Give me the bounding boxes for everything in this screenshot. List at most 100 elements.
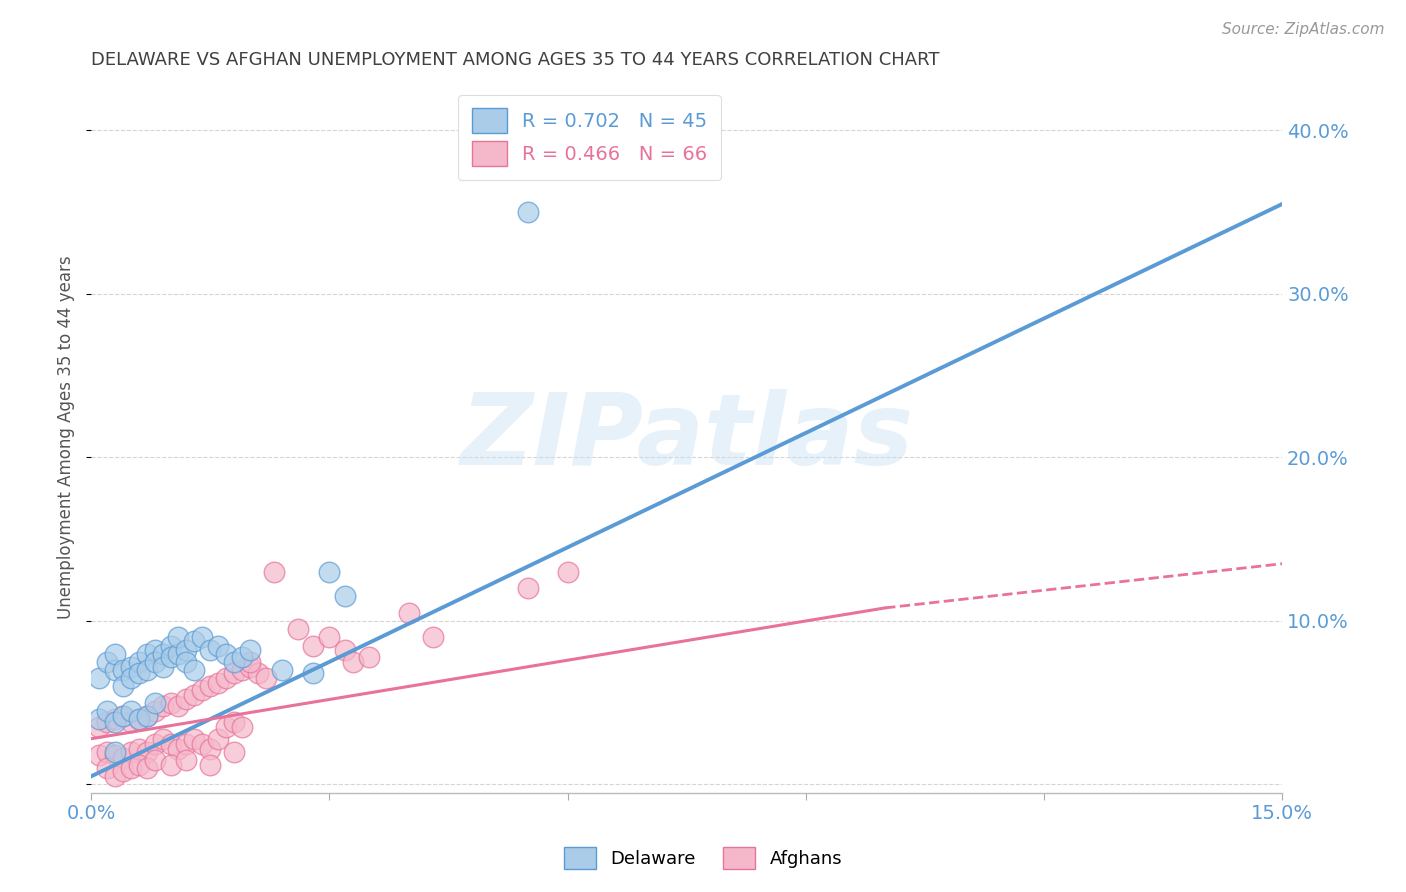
Point bbox=[87, 712, 110, 726]
Point bbox=[270, 663, 292, 677]
Point bbox=[96, 704, 118, 718]
Point bbox=[422, 630, 444, 644]
Point bbox=[222, 715, 245, 730]
Point bbox=[222, 655, 245, 669]
Point bbox=[159, 737, 181, 751]
Point bbox=[318, 565, 340, 579]
Point bbox=[207, 639, 229, 653]
Point bbox=[167, 647, 190, 661]
Point bbox=[207, 676, 229, 690]
Point bbox=[215, 720, 238, 734]
Point bbox=[200, 679, 222, 693]
Point bbox=[342, 655, 364, 669]
Point bbox=[516, 581, 538, 595]
Point bbox=[191, 630, 214, 644]
Point bbox=[135, 708, 157, 723]
Point bbox=[104, 663, 127, 677]
Point bbox=[675, 140, 697, 154]
Point bbox=[246, 666, 269, 681]
Point bbox=[167, 630, 190, 644]
Point bbox=[104, 747, 127, 762]
Point bbox=[135, 708, 157, 723]
Point bbox=[159, 639, 181, 653]
Point bbox=[398, 606, 420, 620]
Text: ZIPatlas: ZIPatlas bbox=[460, 389, 914, 485]
Point bbox=[104, 647, 127, 661]
Point bbox=[96, 745, 118, 759]
Point bbox=[152, 698, 174, 713]
Point bbox=[152, 731, 174, 746]
Point bbox=[135, 663, 157, 677]
Y-axis label: Unemployment Among Ages 35 to 44 years: Unemployment Among Ages 35 to 44 years bbox=[58, 255, 75, 619]
Point bbox=[143, 704, 166, 718]
Point bbox=[254, 671, 277, 685]
Point bbox=[207, 731, 229, 746]
Point bbox=[120, 671, 142, 685]
Point bbox=[176, 655, 198, 669]
Point bbox=[135, 745, 157, 759]
Point bbox=[120, 659, 142, 673]
Point bbox=[120, 761, 142, 775]
Point bbox=[143, 655, 166, 669]
Point bbox=[152, 659, 174, 673]
Point bbox=[215, 671, 238, 685]
Point bbox=[183, 731, 205, 746]
Point bbox=[318, 630, 340, 644]
Point bbox=[222, 666, 245, 681]
Point bbox=[176, 737, 198, 751]
Point bbox=[111, 751, 134, 765]
Point bbox=[183, 633, 205, 648]
Point bbox=[120, 715, 142, 730]
Point bbox=[183, 688, 205, 702]
Point bbox=[335, 590, 357, 604]
Point bbox=[143, 643, 166, 657]
Point bbox=[104, 745, 127, 759]
Point bbox=[104, 712, 127, 726]
Point bbox=[222, 745, 245, 759]
Point bbox=[302, 666, 325, 681]
Point bbox=[143, 753, 166, 767]
Legend: R = 0.702   N = 45, R = 0.466   N = 66: R = 0.702 N = 45, R = 0.466 N = 66 bbox=[458, 95, 721, 179]
Point bbox=[557, 565, 579, 579]
Point bbox=[167, 741, 190, 756]
Point bbox=[200, 757, 222, 772]
Point bbox=[231, 720, 253, 734]
Point bbox=[159, 696, 181, 710]
Point bbox=[128, 655, 150, 669]
Point bbox=[183, 663, 205, 677]
Point bbox=[176, 692, 198, 706]
Point bbox=[87, 720, 110, 734]
Point bbox=[96, 715, 118, 730]
Point bbox=[120, 704, 142, 718]
Point bbox=[231, 663, 253, 677]
Point bbox=[191, 737, 214, 751]
Point bbox=[111, 764, 134, 779]
Point bbox=[87, 671, 110, 685]
Point bbox=[96, 655, 118, 669]
Point bbox=[111, 708, 134, 723]
Point bbox=[215, 647, 238, 661]
Point bbox=[159, 757, 181, 772]
Legend: Delaware, Afghans: Delaware, Afghans bbox=[557, 839, 849, 876]
Text: DELAWARE VS AFGHAN UNEMPLOYMENT AMONG AGES 35 TO 44 YEARS CORRELATION CHART: DELAWARE VS AFGHAN UNEMPLOYMENT AMONG AG… bbox=[91, 51, 939, 69]
Point bbox=[128, 757, 150, 772]
Point bbox=[516, 205, 538, 219]
Point bbox=[239, 659, 262, 673]
Point bbox=[135, 761, 157, 775]
Point bbox=[96, 761, 118, 775]
Point bbox=[357, 649, 380, 664]
Point bbox=[120, 745, 142, 759]
Point bbox=[302, 639, 325, 653]
Point bbox=[335, 643, 357, 657]
Point bbox=[135, 647, 157, 661]
Point bbox=[287, 622, 309, 636]
Point bbox=[128, 712, 150, 726]
Point bbox=[231, 649, 253, 664]
Point bbox=[200, 741, 222, 756]
Point bbox=[143, 696, 166, 710]
Point bbox=[239, 643, 262, 657]
Point bbox=[111, 708, 134, 723]
Point bbox=[152, 647, 174, 661]
Point bbox=[128, 712, 150, 726]
Point bbox=[239, 655, 262, 669]
